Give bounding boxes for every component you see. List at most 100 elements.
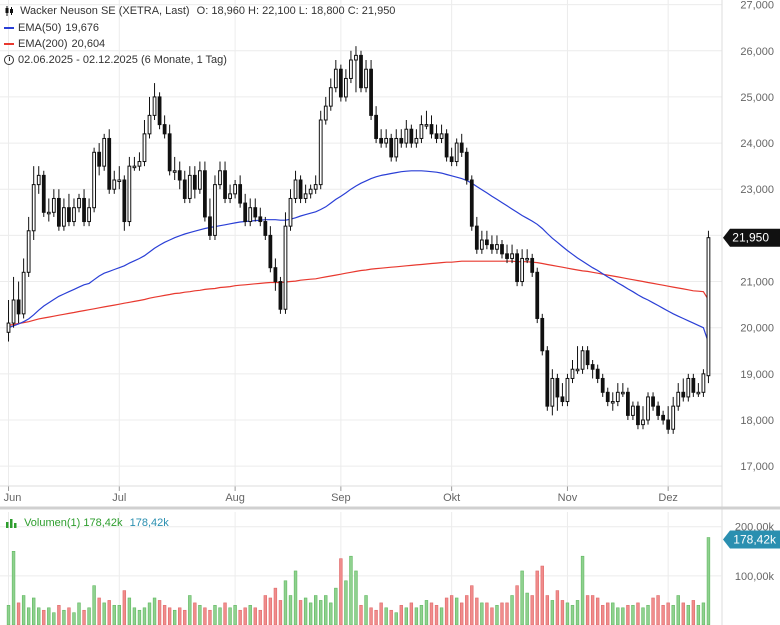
candle-body [464, 151, 469, 181]
volume-bar [11, 551, 16, 625]
volume-bar [555, 590, 560, 625]
price-badge-label: 21,950 [732, 231, 769, 245]
volume-bar [203, 607, 207, 625]
volume-bar [132, 607, 137, 625]
candle-body [167, 133, 172, 172]
volume-bar [580, 555, 585, 625]
candle-body [656, 405, 660, 416]
volume-bar [696, 605, 701, 625]
volume-bar [198, 605, 202, 625]
candle-body [142, 133, 147, 163]
candle-body [82, 197, 86, 223]
volume-bar [288, 595, 293, 625]
volume-badge: 178,42k [723, 530, 780, 549]
volume-bar [595, 597, 600, 625]
volume-bar [631, 605, 635, 625]
candle-body [449, 156, 454, 163]
candle-body [11, 299, 16, 324]
candle-body [354, 54, 358, 61]
price-tick-label: 18,000 [740, 415, 774, 427]
candle-body [268, 234, 273, 269]
candle-body [485, 239, 489, 246]
volume-bar [485, 602, 489, 625]
volume-bar [37, 607, 41, 625]
candle-body [439, 133, 444, 139]
volume-bar [490, 607, 494, 625]
price-badge-shape [723, 228, 780, 247]
candle-body [328, 87, 333, 107]
time-tick-label: Aug [225, 492, 245, 504]
volume-bar [77, 602, 81, 625]
candle-body [122, 179, 127, 223]
volume-bar [379, 602, 383, 625]
volume-bar [475, 597, 479, 625]
volume-value-secondary: 178,42k [129, 517, 169, 529]
candle-body [615, 391, 620, 403]
volume-bar [419, 605, 424, 625]
candle-body [263, 221, 268, 236]
volume-bar [520, 570, 524, 625]
candle-body [389, 137, 394, 158]
volume-bar [414, 607, 419, 625]
volume-bar [313, 595, 318, 625]
volume-bars-group [6, 537, 711, 625]
volume-bar [500, 602, 504, 625]
candle-body [77, 197, 81, 209]
candle-body [323, 105, 328, 121]
candle-body [288, 197, 293, 227]
volume-bar [641, 607, 645, 625]
volume-bar [92, 585, 96, 625]
candlestick-icon [5, 6, 13, 17]
volume-bar [233, 605, 237, 625]
candle-body [414, 137, 419, 144]
candle-body [333, 68, 338, 89]
candle-body [293, 179, 298, 199]
candle-body [696, 391, 701, 395]
candle-body [595, 368, 600, 379]
volume-bar [248, 605, 252, 625]
candle-body [182, 179, 187, 199]
price-tick-label: 25,000 [740, 92, 774, 104]
volume-bar [42, 609, 46, 625]
price-tick-label: 20,000 [740, 323, 774, 335]
candle-body [349, 59, 353, 79]
candle-body [62, 207, 66, 227]
candle-body [515, 253, 519, 283]
candle-body [192, 174, 197, 190]
volume-bar [409, 602, 414, 625]
volume-bar [510, 595, 514, 625]
volume-bar [152, 597, 157, 625]
candle-body [162, 124, 167, 135]
volume-bar [525, 592, 529, 625]
candle-body [701, 373, 706, 393]
candle-body [36, 174, 41, 186]
candle-body [641, 419, 645, 426]
price-tick-label: 26,000 [740, 46, 774, 58]
candle-body [434, 133, 439, 139]
candle-body [218, 170, 222, 186]
volume-bar [449, 595, 454, 625]
volume-bar [646, 605, 650, 625]
volume-bar [575, 600, 580, 625]
candle-body [625, 391, 630, 416]
candle-body [117, 179, 122, 182]
candle-body [203, 170, 207, 218]
candle-body [172, 170, 177, 173]
candle-body [197, 170, 202, 190]
candle-body [107, 137, 112, 190]
volume-bar [6, 605, 11, 625]
volume-bar [530, 595, 534, 625]
volume-bar [439, 607, 444, 625]
time-tick-label: Sep [331, 492, 351, 504]
candle-body [303, 193, 308, 199]
volume-bar [480, 602, 484, 625]
volume-bar [465, 595, 469, 625]
candle-body [72, 207, 76, 223]
volume-bar [147, 602, 152, 625]
ema50-line [8, 170, 709, 343]
candle-body [495, 244, 499, 250]
candle-body [298, 179, 303, 199]
ema200-swatch [4, 43, 14, 46]
volume-bar [278, 600, 283, 625]
time-tick-label: Jul [112, 492, 126, 504]
